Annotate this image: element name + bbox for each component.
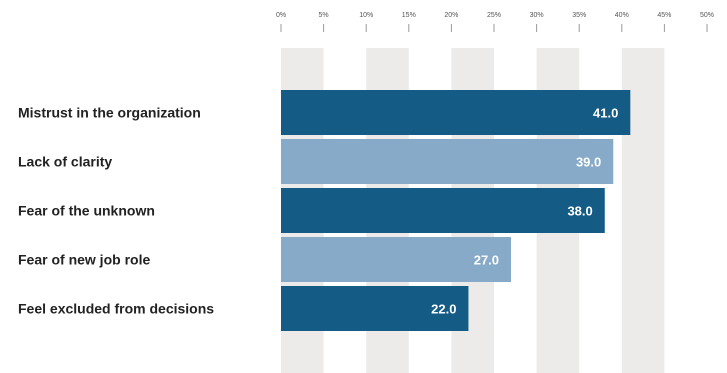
x-tick-label: 5%	[319, 12, 329, 19]
bar	[281, 286, 469, 331]
category-label: Mistrust in the organization	[18, 105, 201, 121]
x-tick-label: 25%	[487, 12, 501, 19]
x-tick-label: 35%	[572, 12, 586, 19]
category-label: Fear of new job role	[18, 252, 150, 268]
x-tick-label: 10%	[359, 12, 373, 19]
bar-value-label: 27.0	[474, 253, 499, 268]
bar	[281, 237, 512, 282]
x-tick-label: 45%	[657, 12, 671, 19]
bar	[281, 90, 631, 135]
bar	[281, 139, 614, 184]
bar-value-label: 22.0	[431, 302, 456, 317]
bar-value-label: 41.0	[593, 106, 618, 121]
bar	[281, 188, 605, 233]
category-label: Feel excluded from decisions	[18, 301, 214, 317]
bar-value-label: 39.0	[576, 155, 601, 170]
x-tick-label: 0%	[276, 12, 286, 19]
category-label: Lack of clarity	[18, 154, 112, 170]
x-tick-label: 50%	[700, 12, 714, 19]
x-tick-label: 30%	[530, 12, 544, 19]
bar-value-label: 38.0	[567, 204, 592, 219]
x-tick-label: 20%	[444, 12, 458, 19]
x-tick-label: 40%	[615, 12, 629, 19]
x-tick-label: 15%	[402, 12, 416, 19]
category-label: Fear of the unknown	[18, 203, 155, 219]
